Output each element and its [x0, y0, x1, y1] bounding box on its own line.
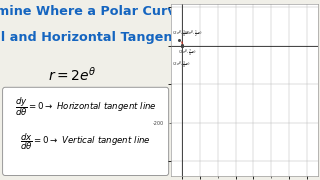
Text: Determine Where a Polar Curve Has: Determine Where a Polar Curve Has [0, 5, 215, 18]
Text: $(2e^\theta,\frac{1}{2}\pi)$: $(2e^\theta,\frac{1}{2}\pi)$ [184, 29, 203, 40]
Text: $\dfrac{dy}{d\theta} = 0 \rightarrow\ \mathit{Horizontal\ tangent\ line}$: $\dfrac{dy}{d\theta} = 0 \rightarrow\ \m… [15, 95, 156, 118]
Text: $r = 2e^{\theta}$: $r = 2e^{\theta}$ [48, 66, 96, 84]
Text: $(2e^\theta,\frac{7}{4}\pi)$: $(2e^\theta,\frac{7}{4}\pi)$ [178, 47, 197, 58]
Text: $(2e^\theta,\frac{3}{4}\pi)$: $(2e^\theta,\frac{3}{4}\pi)$ [172, 59, 191, 71]
Text: Vertical and Horizontal Tangent Lines: Vertical and Horizontal Tangent Lines [0, 31, 221, 44]
FancyBboxPatch shape [3, 87, 169, 176]
Text: $\dfrac{dx}{d\theta} = 0 \rightarrow\ \mathit{Vertical\ tangent\ line}$: $\dfrac{dx}{d\theta} = 0 \rightarrow\ \m… [20, 131, 151, 152]
Text: $(2e^\theta,\frac{3}{4}\pi)$: $(2e^\theta,\frac{3}{4}\pi)$ [172, 29, 191, 40]
